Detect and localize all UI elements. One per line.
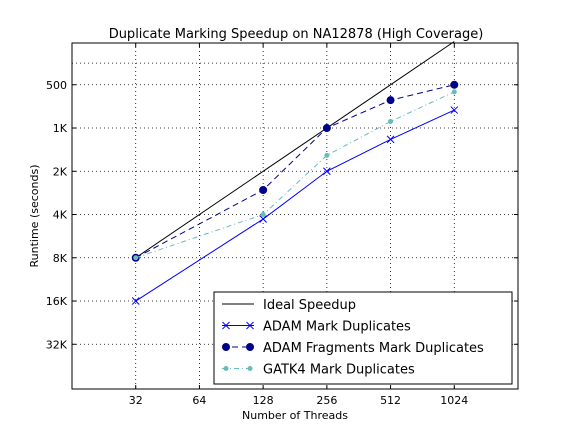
data-point-2 (450, 80, 459, 89)
marker-x-stroke (450, 106, 459, 114)
data-point-2 (322, 124, 331, 133)
data-point-3 (260, 212, 266, 218)
data-point-2 (386, 96, 395, 105)
legend-marker-2 (222, 343, 230, 351)
marker-x-stroke (386, 135, 395, 144)
data-point-1 (323, 167, 331, 176)
data-point-1 (131, 297, 140, 305)
plot-frame (71, 42, 519, 390)
data-point-1 (450, 106, 459, 114)
y-tick-label: 1K (53, 122, 68, 135)
data-point-1 (386, 135, 395, 144)
marker-x-stroke (131, 297, 140, 305)
legend: Ideal Speedup ADAM Mark Duplicates ADAM Fr… (213, 291, 513, 385)
x-tick-label: 1024 (440, 394, 468, 407)
marker-x-stroke (259, 215, 267, 223)
data-point-3 (133, 255, 139, 261)
x-axis-label: Number of Threads (242, 409, 348, 422)
marker-x-stroke (323, 167, 331, 176)
y-tick-label: 2K (53, 165, 68, 178)
legend-marker-1 (246, 321, 254, 330)
legend-marker-1 (222, 321, 230, 330)
x-tick-label: 32 (129, 394, 143, 407)
x-tick-label: 512 (380, 394, 401, 407)
legend-marker-2 (246, 343, 254, 351)
data-point-2 (259, 185, 268, 194)
legend-label-0: Ideal Speedup (263, 298, 356, 313)
legend-label-3: GATK4 Mark Duplicates (263, 363, 415, 378)
data-point-3 (451, 89, 457, 95)
data-point-3 (324, 152, 330, 158)
marker-x-stroke (222, 321, 230, 330)
chart-title: Duplicate Marking Speedup on NA12878 (Hi… (109, 27, 484, 42)
y-tick-label: 16K (46, 295, 68, 308)
ticks-group: 32 64 128 256 512 1024 500 1K 2K 4K 8K 16K 32K (46, 43, 518, 407)
legend-marker-3 (223, 366, 229, 371)
series-line-0 (135, 41, 455, 259)
legend-marker-3 (247, 366, 253, 371)
x-tick-label: 128 (253, 394, 274, 407)
y-tick-label: 4K (53, 209, 68, 222)
x-tick-label: 256 (316, 394, 337, 407)
y-tick-label: 32K (46, 338, 68, 351)
y-tick-label: 8K (53, 252, 68, 265)
series-group (131, 41, 459, 305)
data-point-1 (259, 215, 267, 223)
y-axis-label: Runtime (seconds) (28, 165, 41, 268)
marker-x-stroke (246, 321, 254, 330)
data-point-3 (388, 118, 394, 124)
x-tick-label: 64 (192, 394, 206, 407)
legend-label-1: ADAM Mark Duplicates (263, 320, 411, 335)
y-tick-label: 500 (46, 79, 67, 92)
legend-box (213, 291, 513, 385)
legend-label-2: ADAM Fragments Mark Duplicates (263, 341, 484, 356)
